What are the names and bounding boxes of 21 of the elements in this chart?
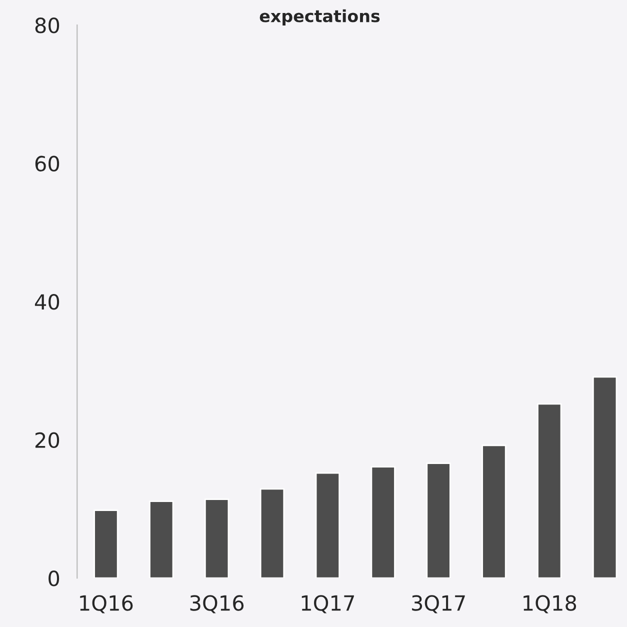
y-tick-label: 0 [48, 570, 60, 586]
y-tick-label: 80 [35, 18, 60, 34]
x-tick-label: 1Q17 [302, 595, 354, 614]
bar [426, 462, 451, 578]
bar [204, 498, 230, 578]
chart-title: expectations [260, 9, 380, 26]
bar [315, 472, 340, 578]
bar [94, 510, 118, 578]
y-tick-label: 40 [34, 294, 60, 310]
bar [592, 376, 618, 578]
x-tick-label: 1Q18 [524, 595, 576, 614]
x-tick-label: 3Q16 [190, 595, 244, 614]
bar [537, 403, 562, 578]
x-tick-label: 3Q17 [412, 595, 465, 614]
bar [149, 500, 174, 578]
y-tick-label: 60 [35, 156, 60, 172]
y-tick-label: 20 [35, 432, 60, 448]
bar [260, 488, 285, 578]
bar [370, 466, 396, 578]
bar [482, 444, 506, 578]
x-tick-label: 1Q16 [80, 595, 133, 614]
